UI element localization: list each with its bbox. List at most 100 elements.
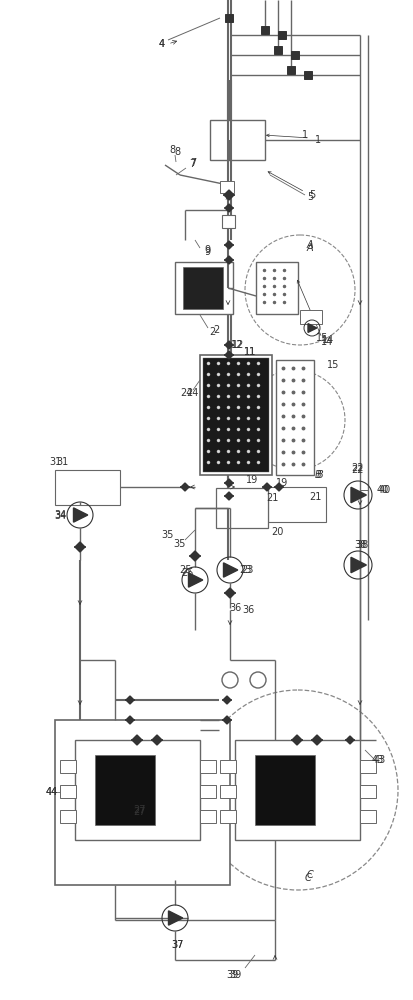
Polygon shape xyxy=(126,696,134,704)
Text: 27: 27 xyxy=(134,807,146,817)
Polygon shape xyxy=(225,588,235,598)
Text: 19: 19 xyxy=(276,478,288,488)
Polygon shape xyxy=(275,483,283,491)
Text: 1: 1 xyxy=(302,130,308,140)
Polygon shape xyxy=(169,911,183,925)
Polygon shape xyxy=(312,735,322,745)
Bar xyxy=(360,760,376,773)
Bar xyxy=(278,31,286,39)
Text: 22: 22 xyxy=(351,465,363,475)
Bar xyxy=(60,785,76,798)
Polygon shape xyxy=(223,563,238,577)
Text: 35: 35 xyxy=(162,530,174,540)
Bar xyxy=(300,310,322,324)
Bar xyxy=(55,720,230,885)
Text: 7: 7 xyxy=(189,159,195,169)
Bar xyxy=(203,358,269,472)
Bar xyxy=(216,488,268,528)
Bar xyxy=(274,46,282,54)
Text: 8: 8 xyxy=(174,147,180,157)
Text: 7: 7 xyxy=(190,158,196,168)
Bar xyxy=(235,740,360,840)
Text: 9: 9 xyxy=(204,247,210,257)
Polygon shape xyxy=(223,716,231,724)
Bar xyxy=(60,760,76,773)
Polygon shape xyxy=(188,573,203,587)
Polygon shape xyxy=(225,351,233,359)
Text: 22: 22 xyxy=(351,463,363,473)
Polygon shape xyxy=(225,492,233,500)
Text: 20: 20 xyxy=(271,527,283,537)
Text: 36: 36 xyxy=(242,605,254,615)
Bar xyxy=(200,810,216,823)
Bar xyxy=(255,755,315,825)
Text: 4: 4 xyxy=(159,39,165,49)
Text: 25: 25 xyxy=(180,565,192,575)
Polygon shape xyxy=(181,483,189,491)
Text: 24: 24 xyxy=(180,388,192,398)
Text: 37: 37 xyxy=(172,940,184,950)
Text: 12: 12 xyxy=(231,340,243,350)
Text: 15: 15 xyxy=(327,360,339,370)
Polygon shape xyxy=(225,479,233,487)
Text: 31: 31 xyxy=(49,457,61,467)
Bar xyxy=(222,215,235,228)
Polygon shape xyxy=(346,736,354,744)
Bar xyxy=(291,51,299,59)
Polygon shape xyxy=(126,716,134,724)
Bar xyxy=(55,470,120,505)
Text: 8: 8 xyxy=(169,145,175,155)
Text: 11: 11 xyxy=(244,347,256,357)
Bar xyxy=(75,740,200,840)
Bar xyxy=(261,26,269,34)
Text: B: B xyxy=(315,470,321,480)
Polygon shape xyxy=(225,204,233,212)
Bar xyxy=(95,755,155,825)
Text: A: A xyxy=(307,243,313,253)
Text: 34: 34 xyxy=(54,510,66,520)
Bar xyxy=(304,71,312,79)
Text: 37: 37 xyxy=(172,940,184,950)
Text: B: B xyxy=(317,470,323,480)
Text: 25: 25 xyxy=(182,568,194,578)
Text: 9: 9 xyxy=(204,245,210,255)
Text: 40: 40 xyxy=(377,485,389,495)
Bar xyxy=(276,360,314,475)
Polygon shape xyxy=(263,483,271,491)
Text: 35: 35 xyxy=(174,539,186,549)
Bar xyxy=(220,785,236,798)
Text: 5: 5 xyxy=(309,190,315,200)
Bar xyxy=(268,487,326,522)
Text: 38: 38 xyxy=(354,540,366,550)
Text: 24: 24 xyxy=(186,388,198,398)
Bar xyxy=(360,785,376,798)
Polygon shape xyxy=(74,508,88,522)
Bar xyxy=(220,810,236,823)
Bar xyxy=(200,785,216,798)
Text: 2: 2 xyxy=(209,327,215,337)
Polygon shape xyxy=(351,557,366,573)
Bar xyxy=(287,66,295,74)
Polygon shape xyxy=(190,551,200,561)
Bar xyxy=(225,14,233,22)
Polygon shape xyxy=(224,190,234,200)
Text: 39: 39 xyxy=(226,970,238,980)
Text: 43: 43 xyxy=(372,755,384,765)
Text: 5: 5 xyxy=(307,192,313,202)
Text: 36: 36 xyxy=(229,603,241,613)
Bar xyxy=(210,120,265,160)
Bar xyxy=(220,181,234,193)
Polygon shape xyxy=(223,696,231,704)
Bar xyxy=(183,267,223,309)
Bar xyxy=(220,760,236,773)
Polygon shape xyxy=(75,542,85,552)
Text: 44: 44 xyxy=(46,787,58,797)
Text: 31: 31 xyxy=(56,457,68,467)
Text: 12: 12 xyxy=(232,340,244,350)
Text: 1: 1 xyxy=(315,135,321,145)
Text: 2: 2 xyxy=(213,325,219,335)
Polygon shape xyxy=(225,341,233,349)
Text: 11: 11 xyxy=(244,347,256,357)
Text: C: C xyxy=(305,873,311,883)
Text: 14: 14 xyxy=(322,335,334,345)
